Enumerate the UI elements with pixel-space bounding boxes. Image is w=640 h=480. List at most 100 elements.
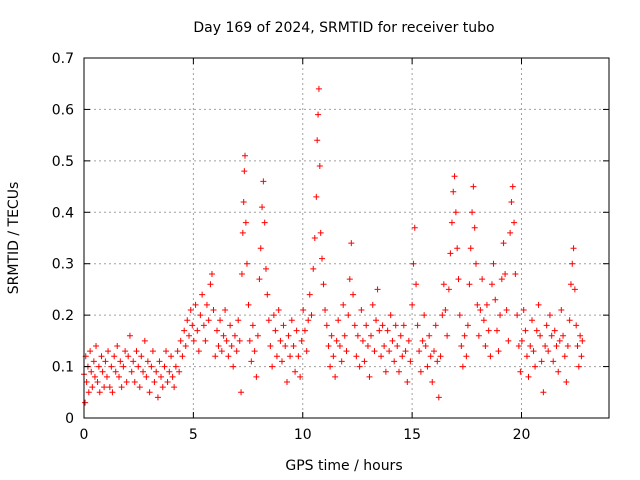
data-point-marker [532,363,539,370]
data-point-marker [444,332,451,339]
data-point-marker [273,353,280,360]
data-point-marker [208,271,215,277]
data-point-marker [272,327,279,334]
data-point-marker [492,296,499,303]
data-point-marker [419,337,426,344]
data-point-marker [540,389,547,396]
data-point-marker [105,348,112,355]
data-point-marker [325,343,332,349]
data-point-marker [373,317,380,324]
data-point-marker [413,281,420,288]
data-point-marker [171,384,178,391]
data-point-marker [241,168,248,175]
data-point-marker [490,260,497,267]
data-point-marker [217,317,224,324]
data-point-marker [527,343,534,349]
data-point-marker [233,348,240,355]
data-point-marker [293,327,300,334]
data-point-marker [407,358,414,365]
data-point-marker [87,348,94,355]
data-point-marker [158,373,164,380]
y-tick-label: 0 [65,411,74,427]
data-point-marker [435,394,442,401]
data-point-marker [172,363,179,370]
data-point-marker [190,337,197,344]
data-point-marker [194,327,201,334]
data-point-marker [451,173,458,180]
data-point-marker [122,348,129,355]
data-point-marker [89,384,96,391]
data-point-marker [306,291,313,298]
data-point-marker [301,327,308,334]
data-point-marker [333,337,340,344]
data-point-marker [212,353,219,360]
data-point-marker [517,368,524,375]
data-point-marker [411,224,418,231]
data-point-marker [197,312,204,319]
data-point-marker [103,373,110,380]
data-point-marker [452,209,459,216]
data-point-marker [346,276,353,283]
data-point-marker [199,291,206,298]
data-point-marker [368,332,374,339]
data-point-marker [350,291,357,298]
data-point-marker [108,363,115,370]
data-point-marker [169,373,176,380]
data-point-marker [148,363,155,370]
data-point-marker [550,358,557,365]
data-point-marker [138,353,145,360]
data-point-marker [275,307,282,313]
data-point-marker [90,358,97,365]
data-point-marker [187,307,194,313]
data-point-marker [298,337,305,344]
data-point-marker [573,322,580,329]
data-point-marker [555,368,562,375]
data-point-marker [529,317,535,324]
data-point-marker [480,317,487,324]
data-point-marker [543,322,550,329]
data-point-marker [551,327,558,334]
data-point-marker [354,332,361,339]
data-point-marker [319,255,325,262]
data-point-marker [426,332,433,339]
data-point-marker [207,281,214,288]
data-point-marker [578,353,585,360]
plot-frame [83,57,610,419]
data-point-marker [509,183,516,190]
data-point-marker [574,343,581,349]
data-point-marker [483,301,490,308]
data-point-marker [95,363,102,370]
data-point-marker [348,240,355,247]
data-point-marker [99,368,106,375]
data-point-marker [210,307,217,313]
data-point-marker [505,337,512,344]
data-point-marker [256,276,263,283]
data-point-marker [230,363,237,370]
data-point-marker [88,368,95,375]
data-point-marker [253,373,260,380]
y-tick-label: 0.3 [52,257,74,273]
data-points [81,85,586,406]
data-point-marker [313,193,320,200]
data-point-marker [482,343,489,349]
y-tick-label: 0.4 [52,205,74,221]
data-point-marker [109,389,116,396]
data-point-marker [497,312,504,319]
x-axis-label: GPS time / hours [285,458,402,474]
data-point-marker [577,332,584,339]
data-point-marker [553,343,560,349]
data-point-marker [249,322,256,329]
data-point-marker [542,343,549,349]
data-point-marker [336,343,343,349]
data-point-marker [515,343,522,349]
data-point-marker [284,379,290,385]
data-point-marker [186,332,192,339]
data-point-marker [459,363,466,370]
data-point-marker [278,358,285,365]
data-point-marker [514,312,521,319]
data-point-marker [341,332,348,339]
data-point-marker [507,229,514,236]
data-point-marker [454,245,461,252]
axis-ticks: 0 0.1 0.2 0.3 0.4 0.5 0.6 0.7 0 5 10 15 20 [52,51,609,443]
